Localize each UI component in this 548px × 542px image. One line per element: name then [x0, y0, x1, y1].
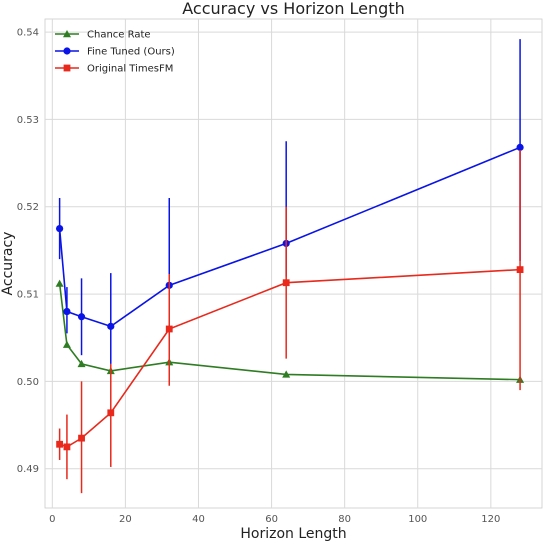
y-tick-label: 0.51 — [17, 290, 39, 301]
legend-label: Fine Tuned (Ours) — [87, 47, 175, 58]
x-tick-label: 60 — [265, 514, 278, 525]
x-tick-label: 100 — [408, 514, 427, 525]
legend-item: Fine Tuned (Ours) — [55, 47, 175, 58]
data-point — [107, 322, 115, 330]
y-tick-label: 0.52 — [17, 202, 39, 213]
data-point — [62, 340, 71, 348]
x-axis-label: Horizon Length — [240, 526, 346, 542]
x-tick-label: 40 — [192, 514, 205, 525]
data-point — [77, 313, 86, 321]
legend-label: Original TimesFM — [87, 64, 173, 75]
x-tick-label: 0 — [49, 514, 55, 525]
legend-item: Original TimesFM — [55, 64, 173, 75]
y-tick-label: 0.53 — [17, 115, 39, 126]
x-tick-label: 80 — [338, 514, 351, 525]
y-tick-label: 0.50 — [17, 377, 39, 388]
data-point — [63, 64, 71, 72]
x-axis-ticks: 0 20 40 60 80 100 120 — [49, 514, 500, 525]
data-point — [63, 443, 71, 451]
grid — [45, 19, 542, 508]
legend-label: Chance Rate — [87, 30, 151, 41]
data-point — [77, 359, 86, 368]
data-point — [516, 266, 524, 274]
data-point — [56, 224, 64, 233]
x-tick-label: 120 — [481, 514, 500, 525]
data-point — [63, 307, 71, 316]
plot-area — [44, 18, 543, 509]
data-point — [55, 279, 64, 287]
data-point — [282, 370, 291, 378]
data-point — [56, 440, 64, 448]
legend: Chance Rate Fine Tuned (Ours) Original Tim… — [55, 30, 175, 75]
series-original-timesfm — [56, 149, 524, 494]
x-tick-label: 20 — [119, 514, 132, 525]
y-tick-label: 0.54 — [17, 28, 39, 39]
data-point — [63, 47, 71, 55]
y-axis-ticks: 0.49 0.50 0.51 0.52 0.53 0.54 — [17, 28, 39, 476]
y-tick-label: 0.49 — [17, 464, 39, 475]
y-axis-label: Accuracy — [0, 232, 16, 296]
data-point — [63, 30, 71, 38]
data-point — [516, 143, 524, 151]
data-point — [78, 434, 85, 442]
series-layer — [55, 39, 525, 494]
chart-title: Accuracy vs Horizon Length — [182, 0, 404, 18]
data-point — [165, 325, 173, 333]
data-point — [282, 279, 290, 287]
data-point — [107, 409, 115, 417]
legend-item: Chance Rate — [55, 30, 151, 41]
